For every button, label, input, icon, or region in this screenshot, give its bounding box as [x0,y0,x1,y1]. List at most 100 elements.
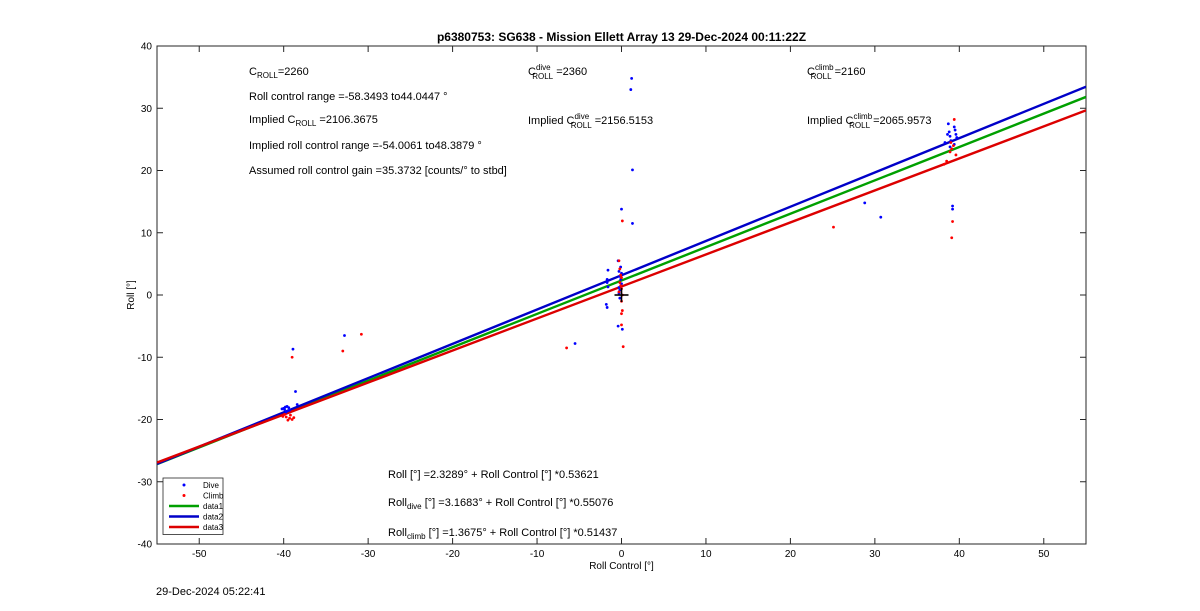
annotation-implied-c-climb: Implied Cclimb ROLL =2065.9573 [807,112,932,130]
climb-point [288,416,291,420]
dive-point [948,134,952,138]
legend-swatch-dive [182,483,186,487]
climb-point [620,323,623,327]
annotation-implied-c-dive-sub: ROLL [571,121,592,130]
y-tick-label: -40 [138,540,153,551]
legend-label: data1 [203,502,224,511]
x-axis-label: Roll Control [°] [589,561,654,572]
annotation-c-dive-sub: ROLL [532,72,553,81]
eq-dive-sub: dive [407,502,422,511]
climb-point [617,259,621,263]
climb-point [341,349,345,353]
dive-point [294,390,297,393]
x-tick-label: 10 [700,549,712,560]
dive-point [947,130,951,134]
annotation-implied-c-dive-sup: dive [574,112,589,121]
dive-point [630,76,634,80]
x-tick-label: 30 [869,549,881,560]
y-tick-label: -20 [138,415,153,426]
climb-point [359,332,363,336]
plot-data-group [157,76,1086,466]
x-tick-label: 40 [954,549,966,560]
annotation-roll-range: Roll control range =-58.3493 to44.0447 ° [249,91,448,103]
eq-climb-main: Roll [388,527,407,539]
x-tick-label: 20 [785,549,797,560]
climb-point [619,273,623,277]
y-tick-label: 30 [141,104,153,115]
legend-label: Dive [203,481,220,490]
climb-point [618,267,622,271]
climb-point [292,416,296,420]
annotation-implied-c-dive: Implied Cdive ROLL =2156.5153 [528,112,653,130]
annotation-implied-c-dive-value: =2156.5153 [592,115,653,127]
climb-point [617,290,621,294]
y-tick-label: 10 [141,228,153,239]
dive-point [605,306,609,309]
dive-point [946,132,949,136]
climb-point [290,418,294,421]
annotation-implied-c-roll: Implied CROLL =2106.3675 [249,114,378,128]
legend-swatch-climb [182,494,186,497]
dive-point [343,334,346,337]
dive-point [287,406,291,410]
climb-point [618,281,622,284]
annotation-implied-c-climb-sub: ROLL [849,121,870,130]
annotation-c-climb-sup: climb [815,63,834,72]
dive-point [605,281,609,284]
climb-point [620,309,624,312]
dive-point [863,201,867,205]
annotation-eq-climb: Rollclimb [°] =1.3675° + Roll Control [°… [388,527,617,541]
climb-point [619,284,623,288]
x-tick-label: -50 [192,549,207,560]
dive-point [943,141,947,144]
climb-point [565,346,569,350]
climb-point [283,413,286,416]
climb-point [952,118,956,121]
x-tick-label: -10 [530,549,545,560]
climb-point [289,413,292,417]
dive-point [879,215,883,219]
eq-climb-sub: climb [407,532,426,541]
y-tick-label: -30 [138,477,153,488]
dive-point [283,408,286,411]
climb-point [290,355,294,359]
climb-point [950,147,954,151]
c-roll-main: C [249,66,257,78]
dive-point [605,278,609,281]
legend-label: data2 [203,513,224,522]
annotation-c-dive-sup: dive [536,63,551,72]
dive-point [617,269,621,273]
y-tick-label: 0 [146,291,152,302]
climb-point [832,225,835,229]
y-tick-label: 40 [141,42,153,53]
implied-c-roll-value: =2106.3675 [316,114,377,126]
dive-point [616,324,620,328]
annotation-implied-c-climb-main: Implied C [807,115,854,127]
x-tick-label: 0 [619,549,625,560]
c-roll-value: =2260 [278,66,309,78]
legend-label: Climb [203,492,224,501]
dive-point [573,342,577,345]
dive-point [606,268,610,272]
annotation-implied-c-climb-value: =2065.9573 [870,115,931,127]
x-tick-label: 50 [1038,549,1050,560]
dive-point [631,222,634,225]
dive-point [618,296,622,300]
climb-point [951,220,954,223]
dive-point [280,407,284,411]
climb-point [950,236,954,240]
x-tick-label: -20 [445,549,460,560]
annotation-implied-range: Implied roll control range =-54.0061 to4… [249,140,482,152]
dive-point [631,168,634,172]
footer-timestamp: 29-Dec-2024 05:22:41 [156,586,266,598]
dive-point [948,145,952,149]
dive-point [952,125,956,129]
eq-climb-rest: [°] =1.3675° + Roll Control [°] *0.51437 [426,527,618,539]
climb-point [286,418,290,422]
climb-point [942,162,946,166]
climb-point [620,312,623,316]
annotation-eq-all: Roll [°] =2.3289° + Roll Control [°] *0.… [388,469,599,481]
annotation-gain: Assumed roll control gain =35.3732 [coun… [249,165,507,177]
y-tick-label: 20 [141,166,153,177]
